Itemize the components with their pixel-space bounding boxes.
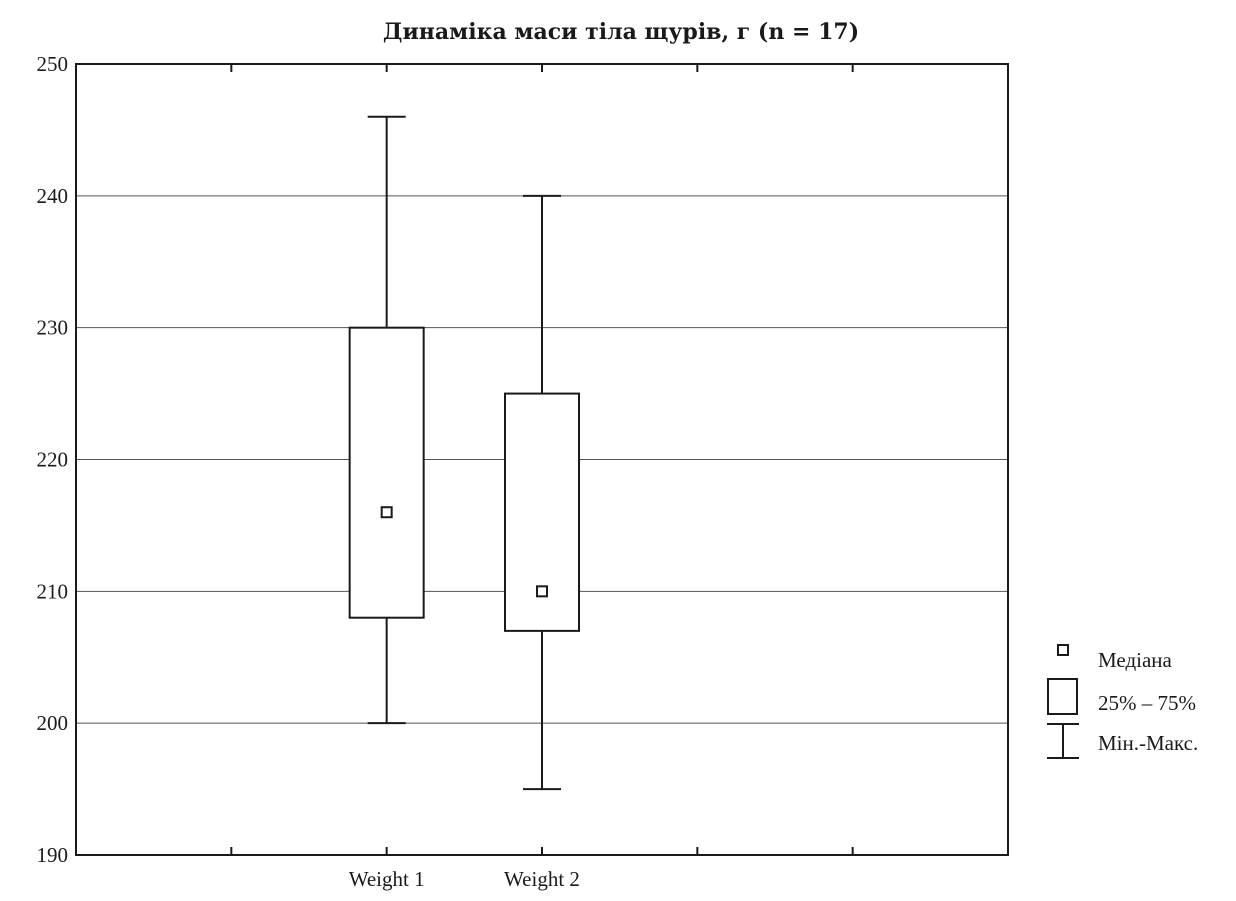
y-tick-label-210: 210 (37, 579, 69, 603)
legend: Медіана 25% – 75% Мін.-Макс. (1047, 644, 1198, 759)
box-series (348, 115, 580, 791)
median-marker-1 (380, 506, 393, 519)
x-tick-marks (230, 64, 854, 855)
x-category-label-1: Weight 1 (349, 867, 425, 891)
y-tick-label-250: 250 (37, 52, 69, 76)
y-tick-label-220: 220 (37, 448, 69, 472)
legend-box-marker (1047, 678, 1078, 715)
legend-median-label: Медіана (1098, 648, 1173, 672)
median-marker-2 (536, 585, 548, 598)
y-tick-labels: 190 200 210 220 230 240 250 (37, 52, 69, 867)
x-category-labels: Weight 1 Weight 2 (349, 867, 580, 891)
x-category-label-2: Weight 2 (504, 867, 580, 891)
box-1 (348, 115, 425, 725)
chart-title: Динаміка маси тіла щурів, г (n = 17) (383, 19, 859, 45)
y-tick-label-190: 190 (37, 843, 69, 867)
box-2 (504, 194, 580, 791)
y-tick-label-200: 200 (37, 711, 69, 735)
y-tick-label-240: 240 (37, 184, 69, 208)
legend-box-label: 25% – 75% (1098, 691, 1196, 715)
iqr-box-1 (348, 326, 425, 619)
legend-whisker-label: Мін.-Макс. (1098, 731, 1198, 755)
y-tick-label-230: 230 (37, 316, 69, 340)
legend-median-marker (1057, 644, 1069, 656)
